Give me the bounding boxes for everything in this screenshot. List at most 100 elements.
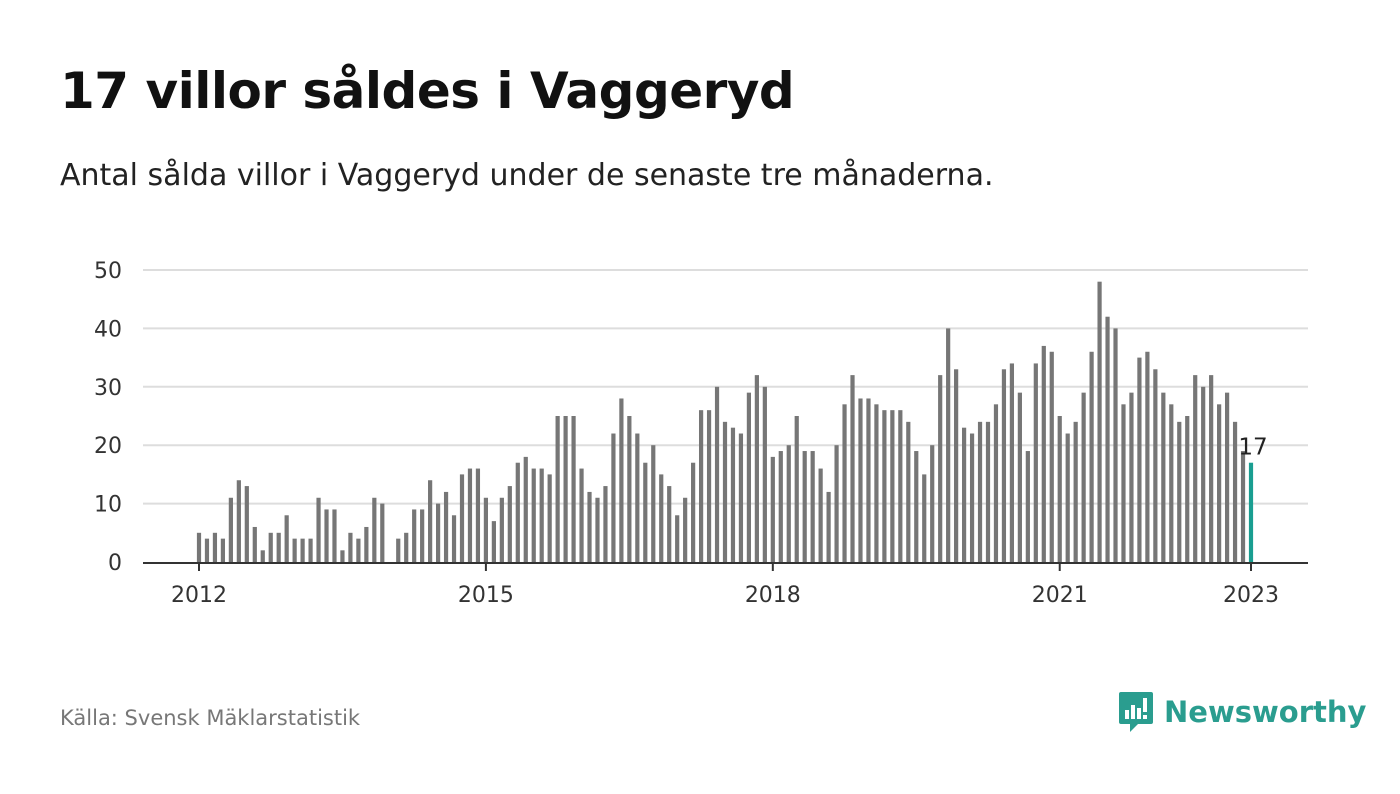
y-axis-ticks: 0 10 20 30 40 50 bbox=[94, 259, 122, 576]
bar bbox=[1224, 392, 1230, 562]
bar bbox=[1073, 421, 1078, 562]
bar bbox=[818, 468, 823, 562]
brand-name: Newsworthy bbox=[1164, 695, 1367, 729]
source-text: Källa: Svensk Mäklarstatistik bbox=[60, 706, 361, 730]
bar bbox=[627, 416, 632, 562]
bar bbox=[985, 421, 991, 562]
y-tick-label: 20 bbox=[94, 434, 122, 459]
bar bbox=[1057, 416, 1062, 562]
bar bbox=[467, 468, 473, 562]
bar bbox=[1153, 369, 1158, 562]
bar bbox=[866, 398, 871, 562]
highlight-data-label: 17 bbox=[1238, 435, 1267, 461]
bar bbox=[1081, 392, 1086, 562]
bar bbox=[938, 375, 943, 562]
bar bbox=[507, 486, 512, 562]
bar bbox=[1049, 351, 1054, 562]
bar bbox=[547, 474, 552, 562]
x-tick-label: 2015 bbox=[458, 583, 514, 608]
bar bbox=[1145, 351, 1150, 562]
bar bbox=[428, 480, 433, 562]
bar bbox=[778, 451, 783, 562]
bar bbox=[1240, 451, 1246, 562]
bar bbox=[364, 526, 369, 562]
bar bbox=[698, 410, 704, 562]
bar bbox=[1169, 404, 1174, 562]
bar bbox=[1129, 392, 1134, 562]
bar bbox=[850, 375, 855, 562]
bar bbox=[404, 532, 409, 562]
bar bbox=[372, 497, 377, 562]
bar bbox=[451, 515, 457, 562]
bar bbox=[316, 497, 321, 562]
bar bbox=[340, 550, 345, 562]
bar bbox=[1033, 363, 1038, 562]
bar bbox=[754, 375, 759, 562]
y-tick-label: 40 bbox=[94, 317, 122, 342]
bar bbox=[706, 410, 712, 562]
bar bbox=[603, 486, 608, 562]
bar bbox=[1105, 316, 1110, 562]
bar bbox=[635, 433, 640, 562]
bars bbox=[196, 281, 1254, 562]
bar bbox=[292, 538, 297, 562]
bar bbox=[1201, 386, 1206, 562]
bar bbox=[1137, 357, 1142, 562]
bar bbox=[1185, 416, 1190, 562]
bar bbox=[220, 538, 226, 562]
bar-chart: 0 10 20 30 40 50 2012 2015 2018 2021 2023 17 bbox=[94, 259, 1308, 608]
x-tick-label: 2012 bbox=[171, 583, 227, 608]
bar bbox=[762, 386, 767, 562]
bar bbox=[643, 462, 648, 562]
bar bbox=[1113, 328, 1118, 562]
x-tick-label: 2018 bbox=[745, 583, 801, 608]
bar bbox=[961, 427, 967, 562]
bar bbox=[906, 421, 911, 562]
bar bbox=[1209, 375, 1214, 562]
bar bbox=[523, 456, 528, 562]
bar bbox=[483, 497, 489, 562]
bar bbox=[683, 497, 688, 562]
bar bbox=[324, 509, 329, 562]
bar bbox=[1232, 421, 1238, 562]
brand-logo: Newsworthy bbox=[1118, 690, 1366, 734]
bar bbox=[930, 445, 935, 562]
bar bbox=[770, 456, 775, 562]
bar bbox=[1161, 392, 1166, 562]
bar bbox=[675, 515, 680, 562]
bar bbox=[898, 410, 903, 562]
bar bbox=[204, 538, 210, 562]
bar bbox=[954, 369, 959, 562]
bar bbox=[1089, 351, 1094, 562]
bar bbox=[890, 410, 895, 562]
chart-subtitle: Antal sålda villor i Vaggeryd under de s… bbox=[60, 158, 994, 193]
bar bbox=[459, 474, 465, 562]
bar-highlight bbox=[1248, 462, 1254, 562]
bar bbox=[842, 404, 847, 562]
bar bbox=[738, 433, 744, 562]
bar bbox=[308, 538, 313, 562]
bar bbox=[412, 509, 417, 562]
bar bbox=[722, 421, 728, 562]
bar bbox=[332, 509, 337, 562]
bar bbox=[691, 462, 696, 562]
bar bbox=[1009, 363, 1015, 562]
bar bbox=[435, 503, 441, 562]
chart-title: 17 villor såldes i Vaggeryd bbox=[60, 62, 795, 120]
bar bbox=[659, 474, 664, 562]
data-labels: 17 bbox=[1238, 435, 1267, 461]
bar bbox=[1217, 404, 1222, 562]
bar bbox=[236, 480, 241, 562]
bar bbox=[1193, 375, 1198, 562]
bar bbox=[858, 398, 863, 562]
bar bbox=[802, 451, 807, 562]
bar bbox=[714, 386, 720, 562]
bar bbox=[276, 532, 281, 562]
bar bbox=[244, 486, 249, 562]
bar bbox=[356, 538, 361, 562]
bar bbox=[571, 416, 576, 562]
bar bbox=[619, 398, 624, 562]
bar bbox=[810, 451, 815, 562]
bar bbox=[595, 497, 600, 562]
bar bbox=[228, 497, 233, 562]
